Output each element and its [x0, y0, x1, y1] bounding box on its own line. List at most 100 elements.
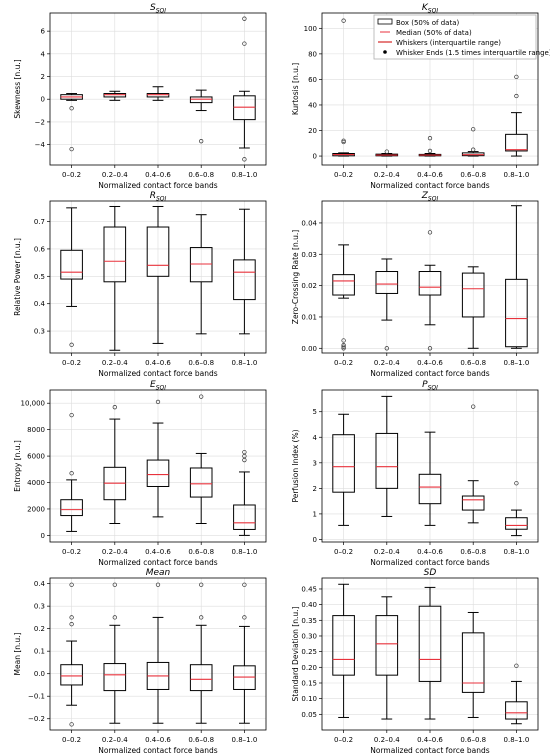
x-axis-label: Normalized contact force bands	[370, 746, 490, 755]
flier-point	[155, 582, 161, 587]
box-2	[103, 582, 127, 724]
x-tick-label: 0.2–0.4	[374, 736, 400, 744]
y-tick-label: 0.25	[301, 648, 317, 656]
box-iqr	[189, 467, 213, 498]
box-iqr	[332, 274, 355, 296]
flier-point	[427, 136, 433, 141]
flier-point	[341, 18, 346, 23]
box-iqr	[233, 504, 256, 530]
chart-title: SSQI	[150, 3, 166, 15]
y-tick-label: 10,000	[21, 400, 46, 408]
x-tick-label: 0.2–0.4	[374, 548, 400, 556]
box-iqr	[146, 459, 170, 487]
flier-point	[199, 615, 204, 620]
y-tick-label: 4000	[27, 479, 45, 487]
x-tick-label: 0.6–0.8	[460, 359, 486, 367]
legend-box-swatch	[377, 18, 393, 25]
box-4	[461, 127, 485, 157]
box-iqr	[505, 133, 528, 152]
y-tick-label: 5	[313, 408, 317, 416]
flier-point	[155, 399, 161, 405]
y-tick-label: 100	[304, 25, 317, 33]
box-4	[189, 394, 213, 524]
y-tick-label: 0.7	[34, 218, 45, 226]
x-axis-label: Normalized contact force bands	[98, 746, 218, 755]
y-tick-label: −0.1	[28, 693, 45, 701]
box-iqr	[505, 701, 528, 720]
y-axis-label: Zero-Crossing Rate [n.u.]	[291, 230, 300, 324]
box-iqr	[461, 495, 485, 511]
flier-point	[199, 582, 204, 587]
flier-point	[69, 106, 74, 111]
box-iqr	[103, 93, 127, 98]
x-tick-label: 0.8–1.0	[232, 548, 258, 556]
legend-box-label: Box (50% of data)	[396, 19, 459, 27]
chart-title: PSQI	[422, 380, 438, 392]
box-4	[461, 266, 485, 349]
y-tick-label: 0	[313, 536, 317, 544]
y-tick-label: 2	[41, 73, 45, 81]
x-tick-label: 0.2–0.4	[374, 359, 400, 367]
flier-point	[242, 157, 247, 162]
box-3	[146, 86, 170, 101]
y-tick-label: 2	[313, 485, 317, 493]
box-5	[233, 582, 256, 724]
box-iqr	[418, 271, 442, 296]
chart-title-main: R	[150, 191, 156, 201]
box-iqr	[189, 96, 213, 104]
box-iqr	[332, 615, 355, 676]
y-tick-label: 0.4	[34, 300, 46, 308]
y-tick-label: 0.2	[34, 625, 45, 633]
y-tick-label: 60	[308, 76, 317, 84]
flier-point	[514, 481, 519, 486]
box-iqr	[103, 663, 127, 692]
box-5	[505, 663, 528, 725]
flier-point	[112, 582, 117, 587]
y-tick-label: −0.2	[28, 715, 45, 723]
chart-title-main: S	[150, 3, 156, 13]
flier-point	[242, 41, 247, 46]
chart-title-subscript: SQI	[156, 385, 167, 392]
y-tick-label: 0.20	[301, 664, 317, 672]
box-2	[375, 149, 399, 157]
x-tick-label: 0–0.2	[334, 359, 353, 367]
x-tick-label: 0.8–1.0	[504, 548, 530, 556]
y-tick-label: 0.0	[34, 670, 45, 678]
y-tick-label: 0.01	[301, 313, 317, 321]
flier-point	[69, 722, 74, 727]
y-axis-label: Mean [n.u.]	[13, 632, 22, 675]
y-tick-label: −2	[35, 118, 45, 126]
box-iqr	[60, 249, 83, 280]
flier-point	[199, 394, 204, 399]
y-tick-label: 0	[41, 96, 45, 104]
box-iqr	[146, 93, 170, 98]
x-tick-label: 0–0.2	[334, 171, 353, 179]
y-tick-label: −4	[35, 141, 46, 149]
flier-point	[69, 412, 74, 418]
box-4	[461, 404, 485, 524]
y-tick-label: 0.1	[34, 648, 45, 656]
chart-title-main: Mean	[146, 568, 171, 578]
x-tick-label: 0.4–0.6	[417, 359, 443, 367]
flier-point	[69, 582, 74, 587]
flier-point	[341, 139, 346, 145]
flier-point	[471, 147, 476, 152]
chart-title: KSQI	[422, 3, 438, 15]
chart-panel-7: −0.2 −0.1 0.0 0.1 0.2 0.3 0.4 0–0.2 0.2–0.4 0.4–0…	[13, 568, 267, 755]
chart-title-subscript: SQI	[428, 385, 439, 392]
x-tick-label: 0.8–1.0	[232, 171, 258, 179]
y-tick-label: 6	[41, 28, 46, 36]
flier-point	[514, 74, 519, 80]
box-5	[233, 449, 256, 536]
chart-panel-8: 0.05 0.10 0.15 0.20 0.25 0.30 0.35 0.40 0.45 0–0.…	[291, 568, 539, 755]
box-1	[60, 207, 83, 347]
x-tick-label: 0.6–0.8	[188, 548, 214, 556]
box-iqr	[505, 517, 528, 530]
x-tick-label: 0.8–1.0	[232, 359, 258, 367]
flier-point	[427, 148, 433, 154]
box-4	[189, 582, 213, 724]
flier-point	[69, 622, 74, 627]
y-tick-label: 0.4	[34, 580, 46, 588]
box-iqr	[146, 226, 170, 277]
chart-title-main: Z	[421, 191, 429, 201]
